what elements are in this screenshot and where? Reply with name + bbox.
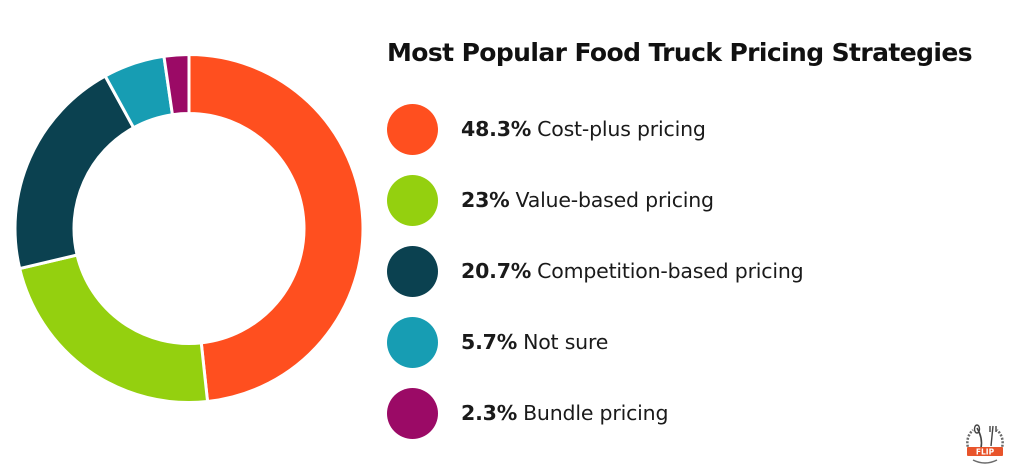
legend-item-bundle: 2.3% Bundle pricing	[387, 387, 668, 439]
legend-value: 20.7%	[461, 259, 532, 283]
legend-value: 5.7%	[461, 330, 518, 354]
legend-label: Not sure	[523, 330, 609, 354]
chart-title: Most Popular Food Truck Pricing Strategi…	[387, 38, 973, 67]
legend-swatch-icon	[387, 387, 438, 439]
svg-text:FLIP: FLIP	[976, 448, 995, 457]
legend-swatch-icon	[387, 174, 438, 226]
legend-label: Competition-based pricing	[537, 259, 804, 283]
legend-swatch-icon	[387, 316, 438, 368]
donut-slice-value-based	[17, 253, 210, 404]
legend-value: 48.3%	[461, 117, 532, 141]
legend-item-not-sure: 5.7% Not sure	[387, 316, 608, 368]
legend-label: Bundle pricing	[523, 401, 669, 425]
legend-value: 23%	[461, 188, 510, 212]
legend-label: Cost-plus pricing	[537, 117, 706, 141]
donut-chart	[13, 52, 365, 404]
donut-slice-cost-plus	[187, 52, 365, 404]
donut-slice-competition-based	[13, 73, 136, 271]
legend-item-cost-plus: 48.3% Cost-plus pricing	[387, 103, 706, 155]
legend-value: 2.3%	[461, 401, 518, 425]
legend-swatch-icon	[387, 245, 438, 297]
legend-item-competition-based: 20.7% Competition-based pricing	[387, 245, 804, 297]
legend-label: Value-based pricing	[515, 188, 714, 212]
legend-swatch-icon	[387, 103, 438, 155]
fork-spoon-logo-icon: FLIP	[966, 424, 1004, 464]
legend-item-value-based: 23% Value-based pricing	[387, 174, 714, 226]
donut-slice-bundle	[162, 52, 191, 117]
